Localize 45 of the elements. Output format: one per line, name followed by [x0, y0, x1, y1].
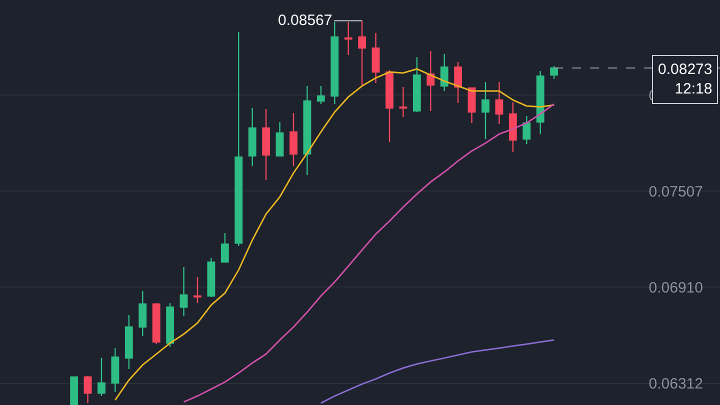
candlestick: [194, 276, 202, 304]
candlestick: [330, 21, 339, 105]
candlestick: [440, 53, 448, 92]
candlestick: [248, 107, 256, 167]
candlestick: [426, 50, 435, 112]
candlestick: [111, 347, 120, 393]
candlestick: [386, 69, 394, 143]
candlestick: [550, 65, 558, 80]
candlestick: [344, 21, 352, 56]
candlestick: [399, 86, 408, 118]
candlestick: [522, 115, 531, 145]
candlestick: [98, 357, 106, 397]
candlestick: [536, 70, 544, 135]
candlestick: [207, 257, 216, 298]
candlestick: [358, 20, 366, 86]
candlestick: [454, 61, 462, 104]
y-tick-label: 0.06312: [648, 376, 703, 393]
candlestick: [166, 302, 174, 348]
candlestick: [316, 85, 325, 105]
candlestick: [180, 266, 188, 317]
line-series: [183, 103, 555, 403]
ref-line-label: 0.08273: [658, 61, 712, 78]
line-series: [114, 68, 555, 401]
candlestick: [508, 101, 517, 153]
line-series: [320, 339, 555, 404]
text: 12:18: [674, 80, 712, 98]
candlestick: [482, 81, 490, 140]
candlestick: [468, 87, 476, 124]
candlestick: [276, 121, 284, 157]
candlestick: [372, 32, 380, 84]
candlestick: [234, 31, 243, 247]
candlestick: [84, 375, 92, 404]
y-tick-label: 0.06910: [648, 279, 703, 296]
candlestick: [412, 56, 421, 113]
candlestick: [124, 314, 133, 370]
candlestick: [138, 290, 147, 337]
candlestick: [262, 108, 270, 181]
annotation: 0.08567: [278, 12, 332, 29]
candlestick: [495, 81, 504, 125]
y-tick-label: 0.07507: [648, 183, 703, 200]
candlestick: [303, 85, 312, 176]
candlestick: [152, 302, 160, 345]
candlestick: [290, 112, 298, 167]
candlestick: [70, 376, 78, 405]
candlestick: [220, 232, 229, 263]
